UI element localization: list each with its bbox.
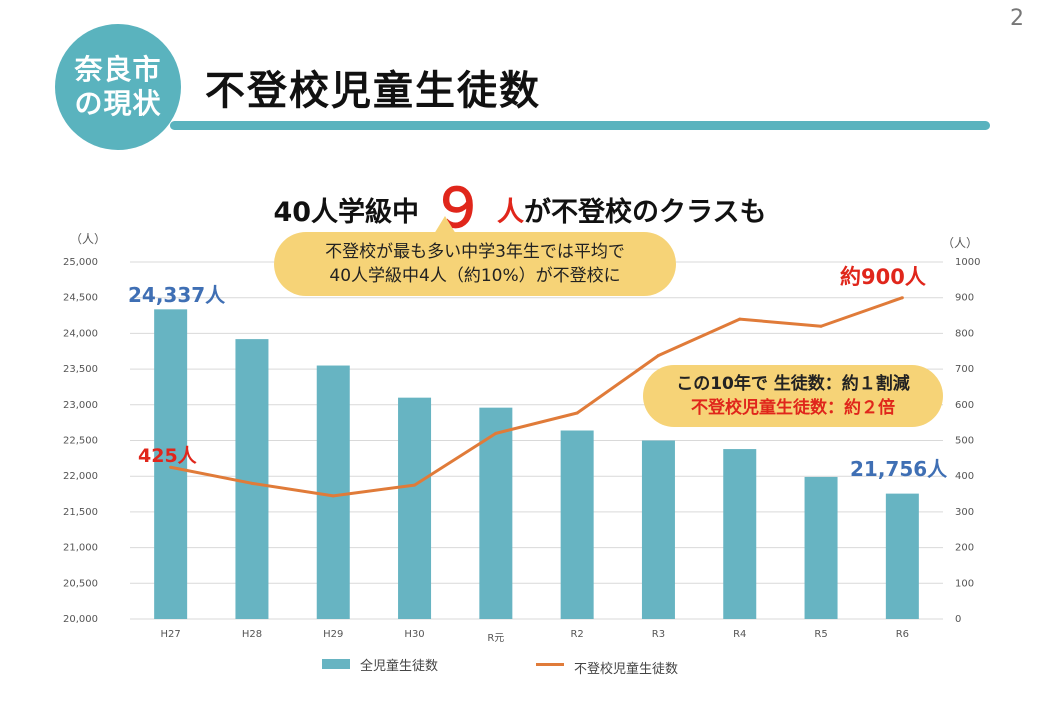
left-axis-tick-label: 24,500	[63, 293, 98, 304]
x-axis-tick-label: H30	[404, 629, 424, 640]
x-axis-tick-label: R2	[570, 629, 583, 640]
headline-prefix: 40人学級中	[273, 197, 420, 228]
left-axis-tick-label: 20,500	[63, 578, 98, 589]
callout-line-2: 40人学級中4人（約10%）が不登校に	[329, 266, 621, 286]
x-axis-tick-label: H28	[242, 629, 262, 640]
left-axis-tick-label: 24,000	[63, 328, 98, 339]
page-number: 2	[1010, 6, 1024, 31]
legend-line-label: 不登校児童生徒数	[574, 662, 679, 677]
bar	[316, 365, 350, 619]
bar	[560, 430, 594, 619]
x-axis-tick-label: H27	[161, 629, 181, 640]
bar	[723, 449, 757, 619]
right-axis-tick-label: 800	[955, 328, 974, 339]
line-point	[900, 296, 904, 300]
line-point	[494, 431, 498, 435]
summary-line-1: この10年で 生徒数：約１割減	[676, 374, 910, 394]
line-point	[575, 411, 579, 415]
legend-bar-swatch	[322, 659, 350, 669]
summary-bubble: この10年で 生徒数：約１割減 不登校児童生徒数：約２倍	[643, 365, 943, 427]
x-axis-tick-label: R元	[487, 633, 504, 644]
x-axis-tick-label: H29	[323, 629, 343, 640]
left-axis-tick-label: 21,000	[63, 543, 98, 554]
summary-line-2: 不登校児童生徒数：約２倍	[691, 398, 895, 418]
bar	[154, 309, 188, 619]
left-axis-tick-label: 22,000	[63, 471, 98, 482]
x-axis-tick-label: R3	[652, 629, 665, 640]
right-axis-tick-label: 0	[955, 614, 961, 625]
bar	[804, 476, 838, 619]
bar	[235, 339, 269, 619]
right-axis-tick-label: 700	[955, 364, 974, 375]
left-axis-tick-label: 21,500	[63, 507, 98, 518]
right-axis-tick-label: 200	[955, 543, 974, 554]
bar	[885, 493, 919, 619]
left-axis-tick-label: 20,000	[63, 614, 98, 625]
bar	[398, 397, 432, 619]
line-point	[738, 317, 742, 321]
callout-line-1: 不登校が最も多い中学3年生では平均で	[325, 242, 625, 262]
line-point	[331, 494, 335, 498]
right-axis-tick-label: 600	[955, 400, 974, 411]
series-line	[170, 296, 903, 498]
section-badge: 奈良市 の現状	[55, 24, 181, 150]
left-axis-unit: （人）	[70, 232, 107, 246]
line-point	[250, 481, 254, 485]
right-axis-tick-label: 1000	[955, 257, 980, 268]
x-axis-tick-label: R5	[814, 629, 827, 640]
left-axis-tick-label: 22,500	[63, 436, 98, 447]
right-axis-tick-label: 400	[955, 471, 974, 482]
right-axis-tick-label: 500	[955, 436, 974, 447]
right-axis-tick-label: 300	[955, 507, 974, 518]
badge-line-1: 奈良市	[74, 53, 162, 86]
left-axis-tick-label: 23,000	[63, 400, 98, 411]
left-axis-tick-label: 23,500	[63, 364, 98, 375]
bar	[641, 440, 675, 619]
line-point	[169, 465, 173, 469]
legend-bar-label: 全児童生徒数	[360, 659, 439, 674]
first-total-label: 24,337人	[128, 283, 226, 307]
x-axis-tick-label: R6	[896, 629, 909, 640]
legend-line-swatch	[536, 663, 564, 666]
badge-line-2: の現状	[74, 87, 162, 120]
headline-unit: 人	[497, 197, 525, 228]
right-axis-tick-label: 900	[955, 293, 974, 304]
right-axis-unit: （人）	[942, 236, 979, 250]
left-axis-tick-label: 25,000	[63, 257, 98, 268]
page-title: 不登校児童生徒数	[205, 68, 541, 114]
right-axis-tick-label: 100	[955, 578, 974, 589]
headline-suffix: が不登校のクラスも	[524, 197, 767, 228]
headline: 40人学級中 ９ 人が不登校のクラスも	[0, 164, 1040, 243]
first-truant-label: 425人	[138, 445, 197, 467]
title-underline	[170, 121, 990, 130]
callout-pointer	[434, 216, 456, 234]
last-truant-label: 約900人	[840, 265, 926, 289]
x-axis-tick-label: R4	[733, 629, 746, 640]
line-point	[413, 483, 417, 487]
line-point	[656, 354, 660, 358]
callout-bubble: 不登校が最も多い中学3年生では平均で 40人学級中4人（約10%）が不登校に	[274, 232, 676, 296]
line-point	[819, 324, 823, 328]
bar	[479, 407, 513, 619]
last-total-label: 21,756人	[850, 457, 948, 481]
